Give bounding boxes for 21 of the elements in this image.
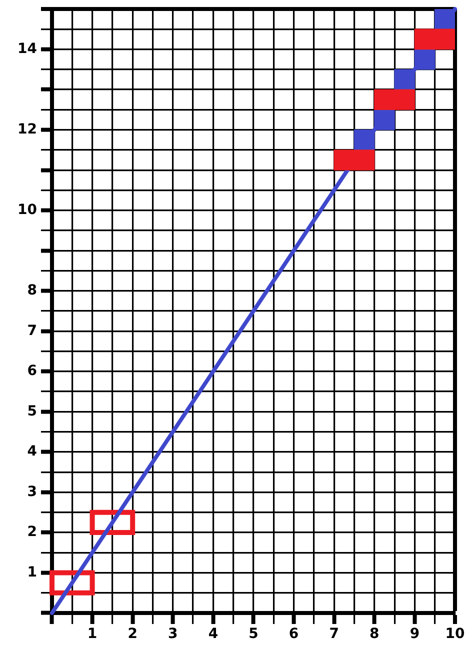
x-tick-label: 2 bbox=[128, 626, 138, 642]
y-tick-label: 3 bbox=[27, 484, 37, 500]
y-tick-label: 4 bbox=[27, 444, 38, 460]
y-tick-label: 8 bbox=[27, 282, 37, 299]
x-tick-label: 1 bbox=[87, 626, 98, 642]
x-tick-label: 5 bbox=[248, 626, 258, 642]
x-tick-label: 10 bbox=[445, 626, 465, 642]
y-tick-label: 1 bbox=[27, 564, 37, 580]
y-tick-label: 7 bbox=[27, 322, 37, 339]
y-tick-label: 12 bbox=[18, 121, 37, 138]
y-tick-label: 2 bbox=[27, 524, 37, 540]
x-tick-label: 6 bbox=[288, 626, 299, 642]
y-tick-label: 6 bbox=[27, 363, 37, 380]
x-tick-label: 8 bbox=[370, 626, 380, 642]
x-tick-label: 3 bbox=[168, 626, 178, 642]
x-tick-label: 4 bbox=[208, 626, 218, 642]
y-tick-label: 5 bbox=[27, 403, 37, 420]
x-tick-label: 9 bbox=[410, 626, 420, 642]
y-tick-label: 10 bbox=[18, 202, 38, 218]
y-tick-label: 14 bbox=[18, 40, 38, 57]
x-tick-label: 7 bbox=[329, 626, 339, 642]
